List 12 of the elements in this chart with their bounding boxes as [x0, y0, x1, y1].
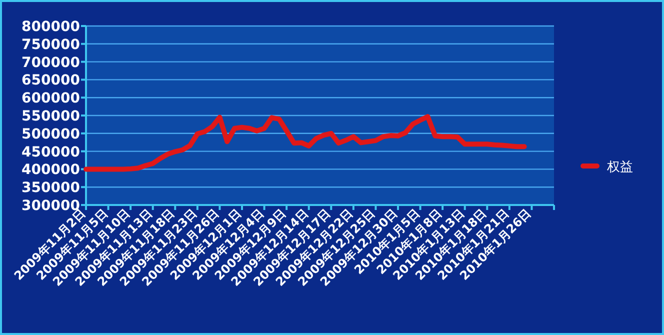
y-tick-label: 500000: [22, 126, 80, 142]
y-tick-label: 400000: [22, 162, 80, 178]
y-tick-label: 600000: [22, 90, 80, 107]
y-tick-label: 550000: [22, 108, 80, 124]
y-tick-label: 700000: [22, 54, 80, 71]
y-tick-label: 750000: [22, 36, 80, 53]
y-tick-label: 800000: [22, 19, 80, 35]
y-tick-label: 350000: [22, 180, 80, 196]
y-tick-label: 650000: [22, 72, 80, 89]
legend: 权益: [580, 160, 633, 175]
legend-label: 权益: [606, 160, 633, 175]
y-tick-label: 450000: [22, 144, 80, 160]
